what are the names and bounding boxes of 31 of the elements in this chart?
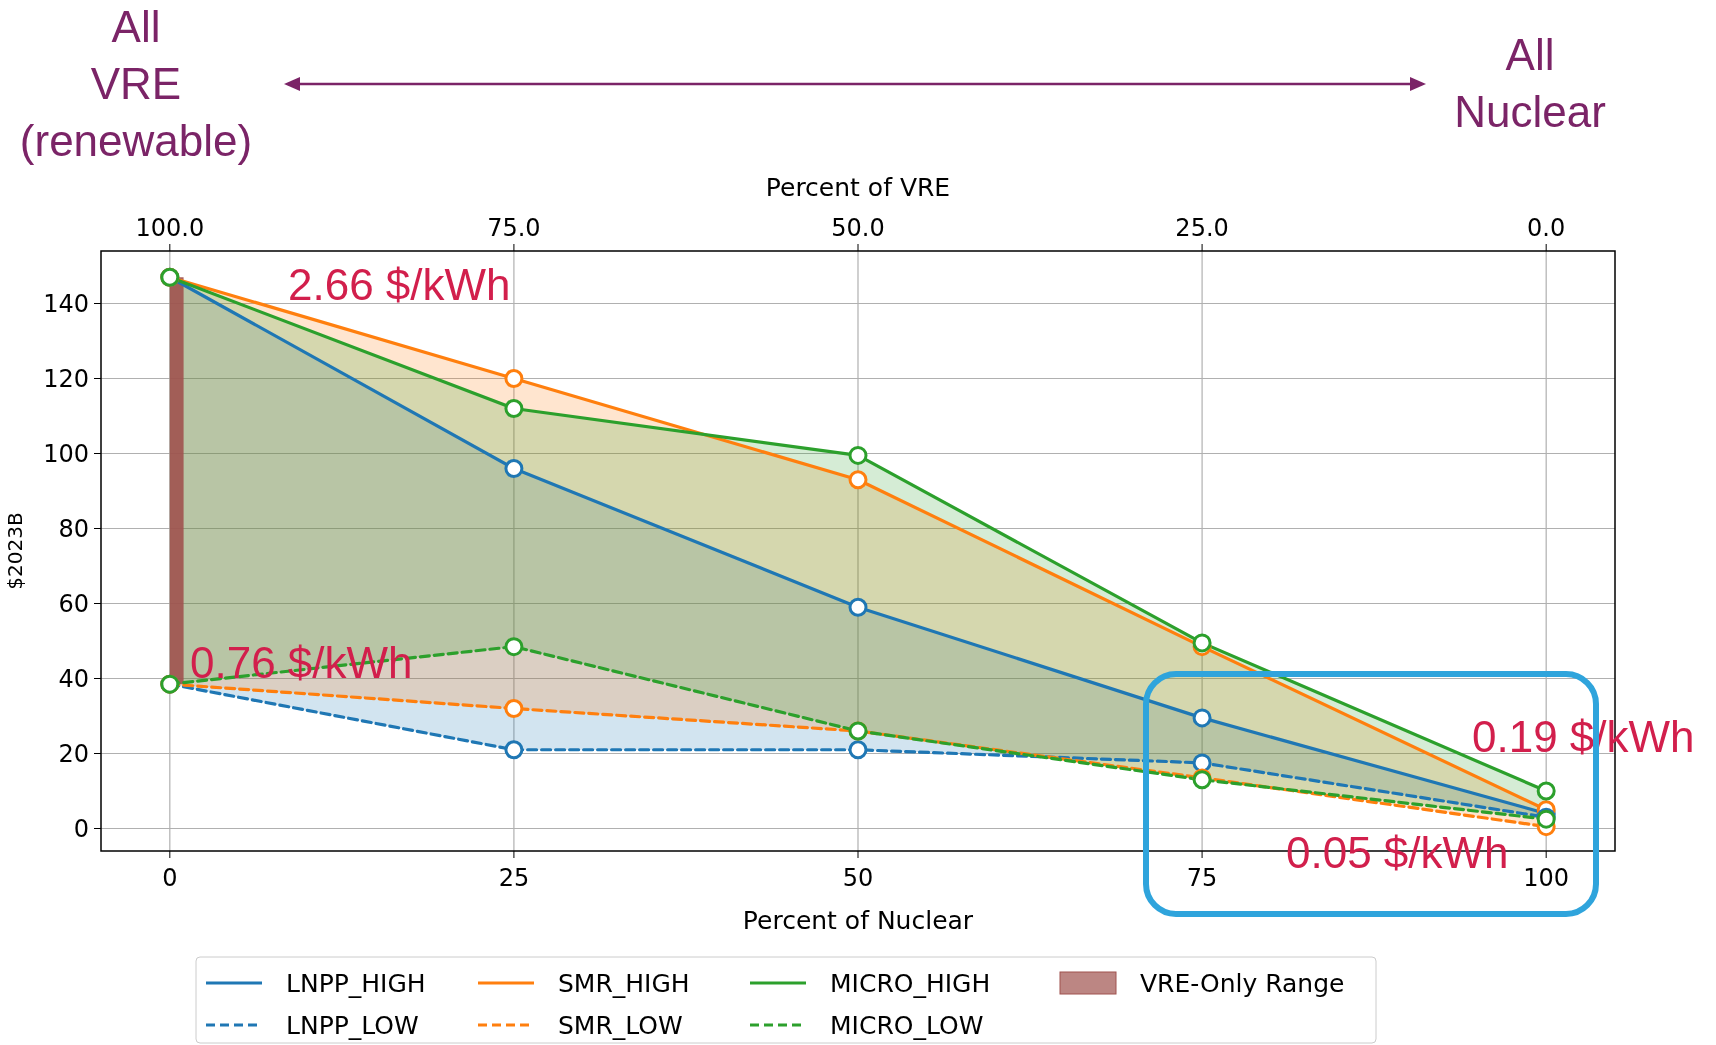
y-tick-label: 120 [43,364,89,393]
y-tick-label: 20 [58,739,89,768]
y-tick-label: 60 [58,589,89,618]
y-tick-label: 100 [43,439,89,468]
legend-label: LNPP_LOW [286,1011,419,1040]
annotation: 2.66 $/kWh [288,260,511,309]
x2-tick-label: 0.0 [1527,214,1566,242]
legend-label: LNPP_HIGH [286,969,426,998]
x2-tick-label: 50.0 [831,214,885,242]
legend-label: SMR_LOW [558,1011,683,1040]
x2-tick-label: 75.0 [487,214,541,242]
text: All Nuclear [1454,30,1606,136]
legend-label: SMR_HIGH [558,969,690,998]
legend-label: MICRO_LOW [830,1011,984,1040]
text: All VRE (renewable) [19,2,253,165]
y-tick-label: 140 [43,289,89,318]
legend-label: VRE-Only Range [1140,969,1345,998]
x-tick-label: 0 [162,864,178,892]
x2-axis-title: Percent of VRE [765,173,951,202]
x-axis-title: Percent of Nuclear [742,906,974,935]
x-tick-label: 25 [498,864,530,892]
x-tick-label: 75 [1186,864,1218,892]
y-tick-label: 40 [58,664,89,693]
y-axis-title: $2023B [3,512,27,590]
y-tick-label: 0 [73,814,89,843]
y-tick-label: 80 [58,514,89,543]
legend-label: MICRO_HIGH [830,969,991,998]
x2-tick-label: 25.0 [1175,214,1229,242]
x2-tick-label: 100.0 [135,214,205,242]
x-tick-label: 100 [1523,864,1570,892]
x-tick-label: 50 [842,864,874,892]
